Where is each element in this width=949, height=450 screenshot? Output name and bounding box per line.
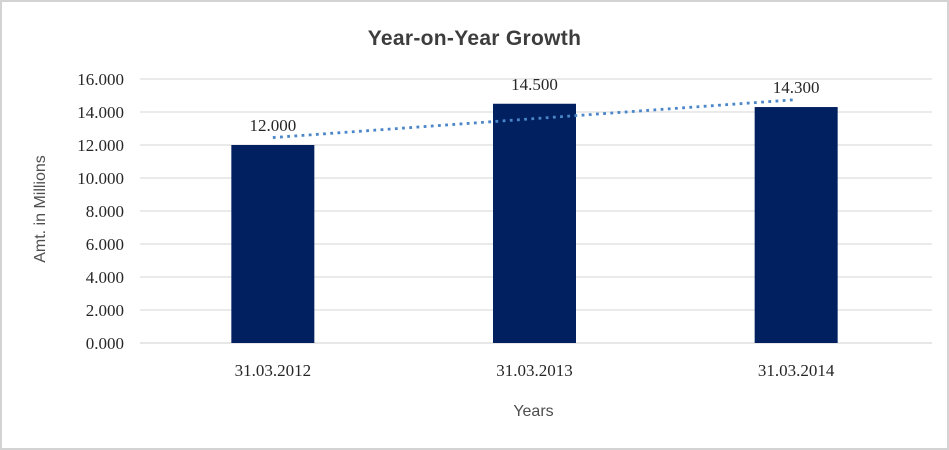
bar xyxy=(493,103,576,343)
y-tick-label: 12.000 xyxy=(77,136,124,155)
trendline xyxy=(272,98,797,139)
bar xyxy=(754,107,838,343)
y-tick-label: 8.000 xyxy=(86,202,124,221)
y-tick-label: 4.000 xyxy=(86,268,124,287)
x-category-label: 31.03.2014 xyxy=(758,361,835,380)
y-tick-label: 6.000 xyxy=(86,235,124,254)
bar xyxy=(231,145,315,343)
y-tick-label: 16.000 xyxy=(77,70,124,89)
y-tick-label: 2.000 xyxy=(86,301,124,320)
y-tick-label: 10.000 xyxy=(77,169,124,188)
y-tick-label: 14.000 xyxy=(77,103,124,122)
bar-value-label: 12.000 xyxy=(249,116,296,135)
bar-value-label: 14.300 xyxy=(773,78,820,97)
x-category-label: 31.03.2013 xyxy=(496,361,573,380)
x-category-label: 31.03.2012 xyxy=(235,361,312,380)
bar-value-label: 14.500 xyxy=(511,75,558,94)
y-tick-label: 0.000 xyxy=(86,334,124,353)
x-axis-title: Years xyxy=(513,403,554,420)
chart-title: Year-on-Year Growth xyxy=(367,27,582,50)
